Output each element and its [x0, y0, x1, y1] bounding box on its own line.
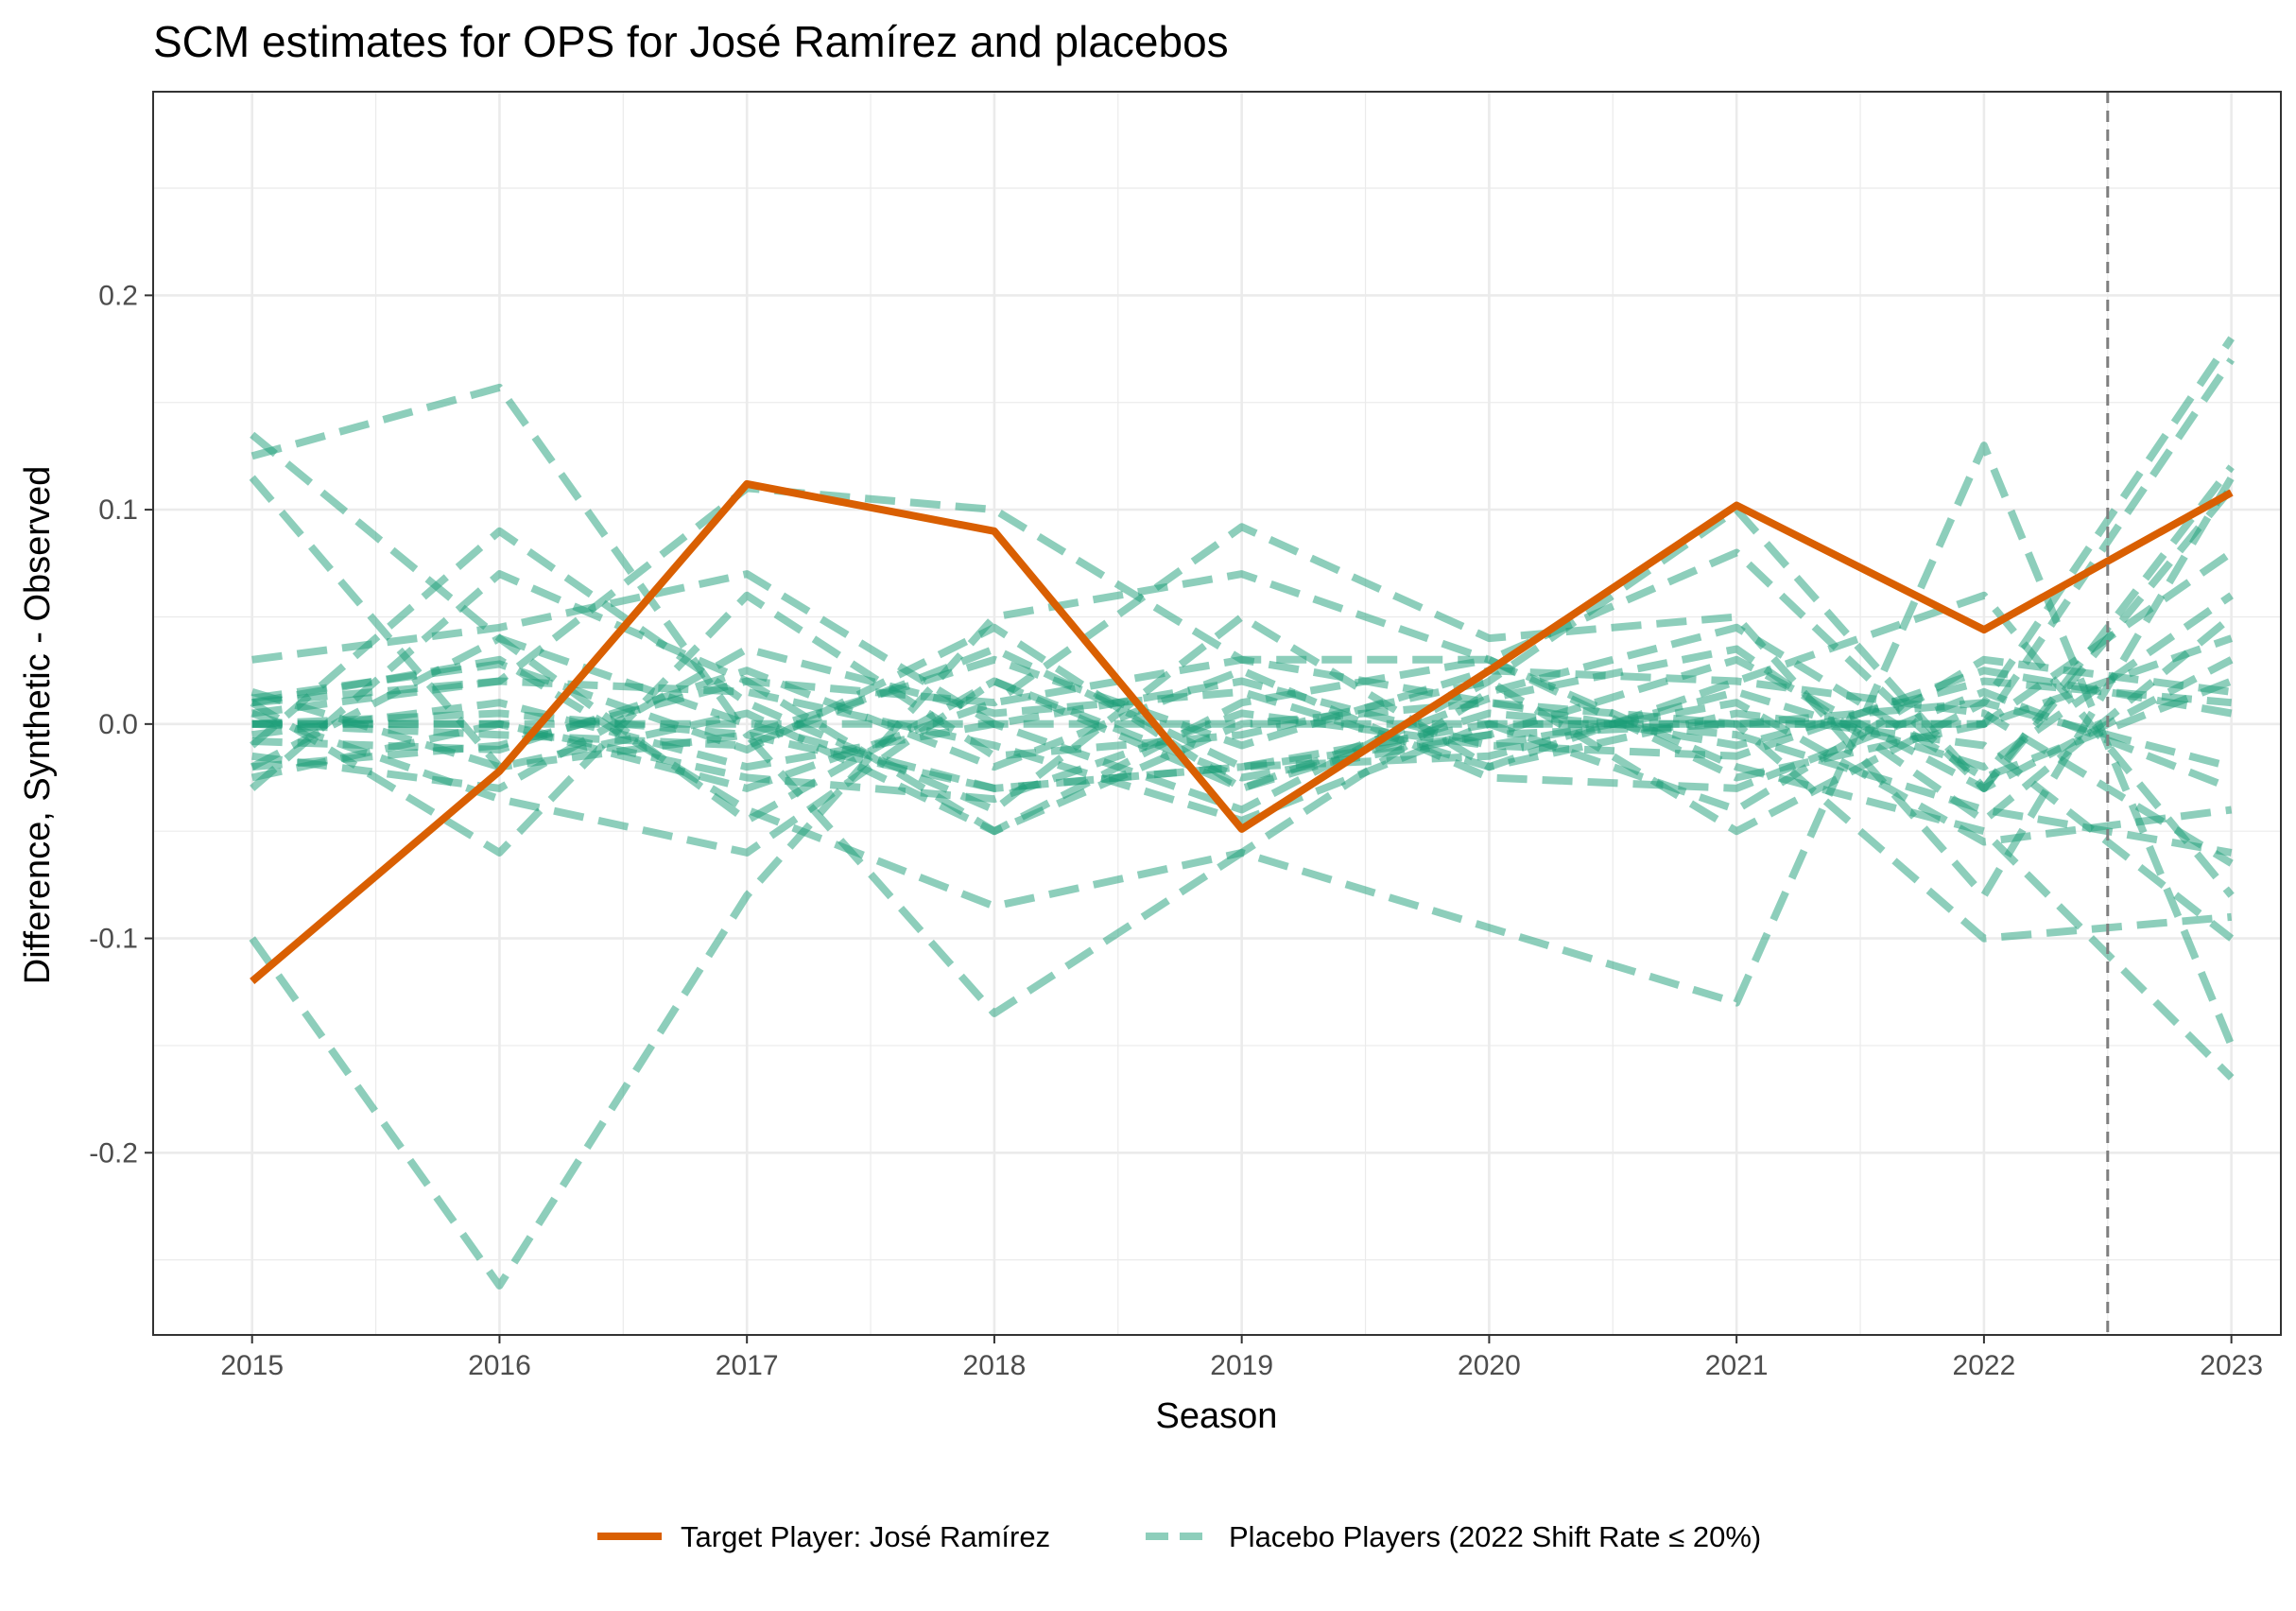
- legend-label-placebo: Placebo Players (2022 Shift Rate ≤ 20%): [1229, 1520, 1761, 1553]
- placebo-series-line: [250, 667, 2233, 804]
- placebo-series-line: [251, 667, 2234, 792]
- placebo-series-line: [251, 614, 2235, 824]
- placebo-series-line: [250, 634, 2234, 824]
- axes: 2015 2016 2017 2018 2019 2020 2021 2022 2023 -0.2…: [89, 280, 2263, 1381]
- y-tick-label: 0.0: [98, 709, 138, 740]
- x-tick-label: 2017: [716, 1350, 779, 1381]
- placebo-series-line: [249, 570, 2235, 1290]
- x-axis-title: Season: [1156, 1396, 1278, 1436]
- y-tick-label: -0.2: [89, 1137, 138, 1169]
- x-tick-label: 2018: [963, 1350, 1027, 1381]
- x-tick-label: 2021: [1705, 1350, 1769, 1381]
- x-tick-label: 2020: [1458, 1350, 1521, 1381]
- legend: Target Player: José Ramírez Placebo Play…: [597, 1520, 1761, 1553]
- plot-area: [249, 92, 2236, 1335]
- x-tick-label: 2019: [1210, 1350, 1273, 1381]
- x-tick-label: 2016: [468, 1350, 531, 1381]
- placebo-series-line: [250, 677, 2233, 857]
- placebo-series-line: [250, 527, 2235, 898]
- chart-title: SCM estimates for OPS for José Ramírez a…: [153, 17, 1229, 66]
- legend-label-target: Target Player: José Ramírez: [681, 1520, 1050, 1553]
- x-tick-label: 2022: [1953, 1350, 2016, 1381]
- panel-border: [152, 91, 2282, 1336]
- placebo-series-line: [250, 336, 2236, 792]
- y-tick-label: -0.1: [89, 924, 138, 955]
- y-tick-label: 0.2: [98, 280, 138, 311]
- placebo-series-line: [251, 655, 2233, 824]
- placebo-series-line: [251, 623, 2234, 910]
- x-tick-label: 2023: [2200, 1350, 2263, 1381]
- placebo-series-line: [250, 634, 2234, 836]
- y-tick-label: 0.1: [98, 494, 138, 526]
- y-axis-title: Difference, Synthetic - Observed: [18, 466, 58, 984]
- x-tick-label: 2015: [220, 1350, 284, 1381]
- target-series-line: [250, 479, 2234, 984]
